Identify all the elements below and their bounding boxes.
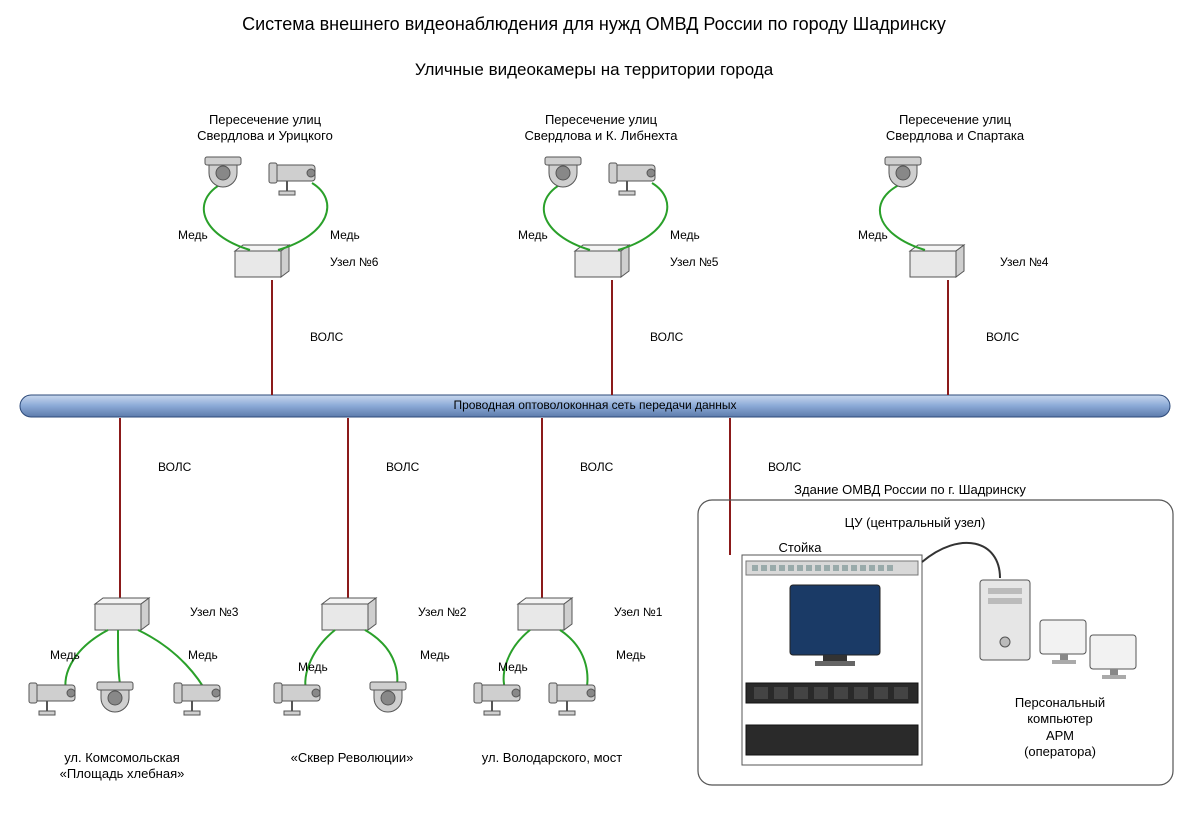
- node-label: Узел №6: [330, 255, 378, 270]
- cluster-caption: Пересечение улиц Свердлова и Урицкого: [115, 112, 415, 145]
- cluster-caption: Пересечение улиц Свердлова и Спартака: [805, 112, 1105, 145]
- box-camera-icon: [29, 683, 75, 715]
- node-label: Узел №4: [1000, 255, 1048, 270]
- copper-label: Медь: [330, 228, 360, 243]
- box-camera-icon: [549, 683, 595, 715]
- node-label: Узел №3: [190, 605, 238, 620]
- page-title: Система внешнего видеонаблюдения для нуж…: [0, 14, 1188, 35]
- backbone-label: Проводная оптоволоконная сеть передачи д…: [445, 398, 745, 413]
- dome-camera-icon: [545, 157, 581, 187]
- box-camera-icon: [174, 683, 220, 715]
- copper-label: Медь: [670, 228, 700, 243]
- vols-label: ВОЛС: [768, 460, 801, 475]
- page-subtitle: Уличные видеокамеры на территории города: [0, 60, 1188, 80]
- rack-label: Стойка: [650, 540, 950, 556]
- vols-label: ВОЛС: [386, 460, 419, 475]
- copper-label: Медь: [420, 648, 450, 663]
- copper-label: Медь: [498, 660, 528, 675]
- node-box-icon: [518, 598, 572, 630]
- vols-label: ВОЛС: [310, 330, 343, 345]
- vols-label: ВОЛС: [580, 460, 613, 475]
- node-box-icon: [322, 598, 376, 630]
- cluster-caption: Пересечение улиц Свердлова и К. Либнехта: [451, 112, 751, 145]
- node-label: Узел №1: [614, 605, 662, 620]
- box-camera-icon: [274, 683, 320, 715]
- copper-label: Медь: [50, 648, 80, 663]
- vols-label: ВОЛС: [158, 460, 191, 475]
- node-label: Узел №5: [670, 255, 718, 270]
- copper-line: [204, 183, 250, 250]
- pc-caption: Персональный компьютер АРМ (оператора): [910, 695, 1188, 760]
- node-box-icon: [910, 245, 964, 277]
- dome-camera-icon: [97, 682, 133, 712]
- central-node-label: ЦУ (центральный узел): [765, 515, 1065, 531]
- vols-label: ВОЛС: [650, 330, 683, 345]
- operator-monitor-icon: [1090, 635, 1136, 679]
- node-box-icon: [95, 598, 149, 630]
- box-camera-icon: [474, 683, 520, 715]
- node-label: Узел №2: [418, 605, 466, 620]
- dome-camera-icon: [370, 682, 406, 712]
- copper-label: Медь: [298, 660, 328, 675]
- copper-label: Медь: [858, 228, 888, 243]
- copper-label: Медь: [178, 228, 208, 243]
- pc-tower-icon: [980, 580, 1030, 660]
- box-camera-icon: [609, 163, 655, 195]
- rack-icon: [742, 555, 922, 765]
- dome-camera-icon: [885, 157, 921, 187]
- building-title: Здание ОМВД России по г. Шадринску: [760, 482, 1060, 498]
- copper-label: Медь: [518, 228, 548, 243]
- copper-label: Медь: [616, 648, 646, 663]
- box-camera-icon: [269, 163, 315, 195]
- operator-monitor-icon: [1040, 620, 1086, 664]
- dome-camera-icon: [205, 157, 241, 187]
- copper-line: [544, 183, 590, 250]
- copper-label: Медь: [188, 648, 218, 663]
- vols-label: ВОЛС: [986, 330, 1019, 345]
- cluster-caption: ул. Володарского, мост: [402, 750, 702, 766]
